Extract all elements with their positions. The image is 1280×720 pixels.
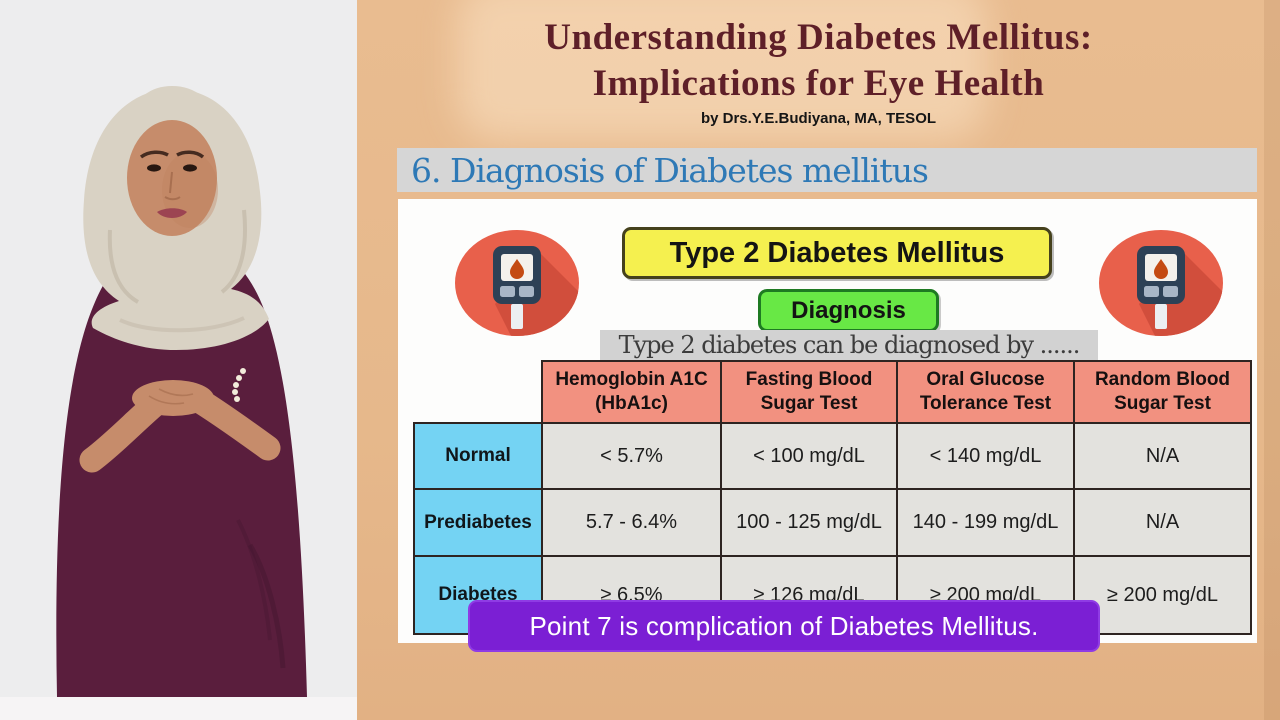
presenter-hands	[132, 380, 214, 416]
cell-value: ≥ 200 mg/dL	[1073, 555, 1252, 635]
diagnosis-banner: Diagnosis	[758, 289, 939, 332]
byline: by Drs.Y.E.Budiyana, MA, TESOL	[700, 110, 937, 127]
diagnosis-table: Hemoglobin A1C (HbA1c) Fasting Blood Sug…	[413, 360, 1252, 635]
col-header-hba1c: Hemoglobin A1C (HbA1c)	[541, 360, 722, 424]
cell-value: < 100 mg/dL	[720, 422, 898, 490]
cell-value: 100 - 125 mg/dL	[720, 488, 898, 557]
presenter-dress	[56, 233, 307, 697]
section-heading: 6. Diagnosis of Diabetes mellitus	[411, 150, 929, 190]
glucose-meter-icon	[455, 230, 579, 336]
section-heading-bar: 6. Diagnosis of Diabetes mellitus	[397, 148, 1257, 192]
table-row: Normal < 5.7% < 100 mg/dL < 140 mg/dL N/…	[413, 422, 1252, 490]
title-highlight-band	[457, 0, 987, 140]
col-header-ogtt: Oral Glucose Tolerance Test	[896, 360, 1075, 424]
cell-value: N/A	[1073, 488, 1252, 557]
table-row: Prediabetes 5.7 - 6.4% 100 - 125 mg/dL 1…	[413, 488, 1252, 557]
type2-banner: Type 2 Diabetes Mellitus	[622, 227, 1052, 279]
cell-value: 5.7 - 6.4%	[541, 488, 722, 557]
presenter-image	[56, 85, 307, 697]
cell-value: N/A	[1073, 422, 1252, 490]
pearl-bracelet	[232, 368, 246, 402]
subtitle-caption: Point 7 is complication of Diabetes Mell…	[468, 600, 1100, 652]
page-title-line1: Understanding Diabetes Mellitus:	[544, 17, 1093, 58]
slide-content: Type 2 Diabetes Mellitus Diagnosis Type …	[398, 199, 1257, 643]
row-label-normal: Normal	[413, 422, 543, 490]
table-header-row: Hemoglobin A1C (HbA1c) Fasting Blood Sug…	[414, 360, 1252, 424]
bottom-strip	[0, 697, 357, 720]
cell-value: < 5.7%	[541, 422, 722, 490]
table-corner-cell	[414, 361, 542, 423]
row-label-prediabetes: Prediabetes	[413, 488, 543, 557]
slide-panel: Understanding Diabetes Mellitus: Implica…	[357, 0, 1280, 720]
glucose-meter-icon	[1099, 230, 1223, 336]
col-header-fasting: Fasting Blood Sugar Test	[720, 360, 898, 424]
cell-value: < 140 mg/dL	[896, 422, 1075, 490]
cell-value: 140 - 199 mg/dL	[896, 488, 1075, 557]
intro-text: Type 2 diabetes can be diagnosed by ....…	[600, 330, 1098, 360]
col-header-random: Random Blood Sugar Test	[1073, 360, 1252, 424]
page-title-line2: Implications for Eye Health	[592, 63, 1045, 104]
frame-edge-shade	[1264, 0, 1280, 720]
presenter-panel	[0, 0, 357, 720]
row-label-diabetes: Diabetes	[413, 555, 543, 635]
